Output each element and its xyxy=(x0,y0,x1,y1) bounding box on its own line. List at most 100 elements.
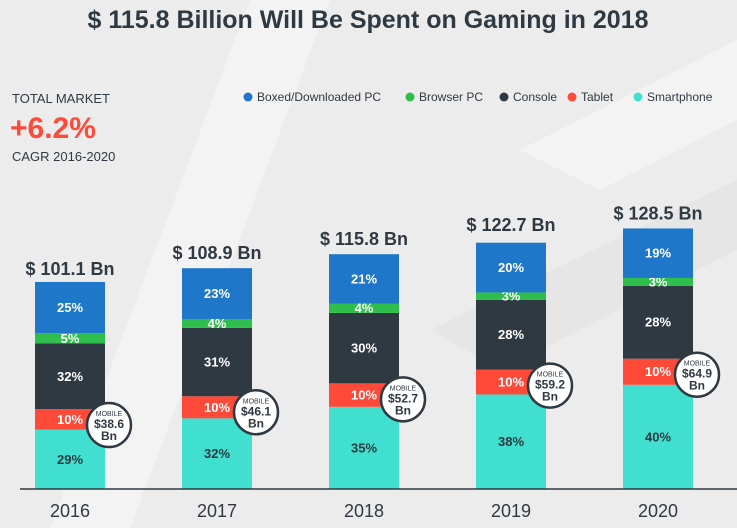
bar-label-tablet-2016: 10% xyxy=(57,412,83,427)
mobile-badge-2017: MOBILE$46.1Bn xyxy=(232,389,280,436)
bar-label-boxed-downloaded-pc-2020: 19% xyxy=(645,246,671,261)
legend-item-browser-pc: Browser PC xyxy=(405,90,483,104)
legend-swatch-console xyxy=(499,92,509,102)
x-tick-2020: 2020 xyxy=(638,501,678,521)
bars: 29%10%32%5%25%$ 101.1 BnMOBILE$38.6Bn32%… xyxy=(25,203,721,489)
mobile-badge-label-2020: MOBILE xyxy=(684,361,711,368)
mobile-badge-value-2018: $52.7 xyxy=(388,391,418,405)
legend-label-smartphone: Smartphone xyxy=(647,90,713,104)
bar-label-browser-pc-2020: 3% xyxy=(649,274,668,289)
mobile-badge-2018: MOBILE$52.7Bn xyxy=(379,376,427,423)
legend-item-tablet: Tablet xyxy=(567,90,614,104)
mobile-badge-unit-2017: Bn xyxy=(248,416,264,430)
mobile-badge-unit-2016: Bn xyxy=(101,429,117,443)
bar-label-smartphone-2018: 35% xyxy=(351,440,377,455)
mobile-badge-value-2017: $46.1 xyxy=(241,404,271,418)
bar-label-smartphone-2017: 32% xyxy=(204,446,230,461)
mobile-badge-2019: MOBILE$59.2Bn xyxy=(526,362,574,409)
bar-segment-browser-pc-2019 xyxy=(476,292,546,300)
bar-label-tablet-2018: 10% xyxy=(351,388,377,403)
cagr-label-bottom: CAGR 2016-2020 xyxy=(12,149,115,164)
bar-segment-console-2020 xyxy=(623,285,693,359)
bar-label-tablet-2019: 10% xyxy=(498,375,524,390)
mobile-badge-value-2020: $64.9 xyxy=(682,367,712,381)
bar-label-boxed-downloaded-pc-2019: 20% xyxy=(498,260,524,275)
bar-2018: 35% 10% 30% 4% 21% $ 115.8 Bn MOBILE$52.7Bn xyxy=(320,229,427,489)
bar-segment-boxed-downloaded-pc-2016 xyxy=(35,281,105,334)
mobile-badge-circle-2017 xyxy=(232,389,280,436)
mobile-badge-unit-2018: Bn xyxy=(395,403,411,417)
chart-title: $ 115.8 Billion Will Be Spent on Gaming … xyxy=(87,6,648,34)
bar-label-tablet-2020: 10% xyxy=(645,364,671,379)
bar-segment-boxed-downloaded-pc-2017 xyxy=(182,268,252,319)
x-tick-2017: 2017 xyxy=(197,501,237,521)
total-label-2017: $ 108.9 Bn xyxy=(172,243,261,263)
total-label-2019: $ 122.7 Bn xyxy=(466,215,555,235)
legend-item-boxed-downloaded-pc: Boxed/Downloaded PC xyxy=(243,90,381,104)
bar-label-console-2018: 30% xyxy=(351,341,377,356)
bar-label-tablet-2017: 10% xyxy=(204,400,230,415)
bar-label-browser-pc-2017: 4% xyxy=(208,316,227,331)
legend-swatch-boxed-downloaded-pc xyxy=(243,92,253,102)
x-tick-2019: 2019 xyxy=(491,501,531,521)
x-tick-2018: 2018 xyxy=(344,501,384,521)
mobile-badge-2020: MOBILE$64.9Bn xyxy=(673,351,721,398)
bar-2017: 32% 10% 31% 4% 23% $ 108.9 Bn MOBILE$46.1Bn xyxy=(172,243,280,489)
bar-segment-smartphone-2017 xyxy=(182,418,252,489)
bar-label-smartphone-2019: 38% xyxy=(498,434,524,449)
legend-label-console: Console xyxy=(513,90,557,104)
mobile-badge-value-2016: $38.6 xyxy=(94,417,124,431)
bar-label-smartphone-2020: 40% xyxy=(645,429,671,444)
mobile-badge-circle-2019 xyxy=(526,362,574,409)
bar-segment-smartphone-2019 xyxy=(476,394,546,489)
bar-segment-boxed-downloaded-pc-2019 xyxy=(476,242,546,293)
legend-item-smartphone: Smartphone xyxy=(633,90,713,104)
mobile-badge-unit-2020: Bn xyxy=(689,379,705,393)
bar-label-console-2017: 31% xyxy=(204,355,230,370)
mobile-badge-value-2019: $59.2 xyxy=(535,378,565,392)
legend-swatch-smartphone xyxy=(633,92,643,102)
legend-label-browser-pc: Browser PC xyxy=(419,90,483,104)
total-label-2018: $ 115.8 Bn xyxy=(320,229,408,249)
cagr-value: +6.2% xyxy=(10,112,96,145)
bar-label-boxed-downloaded-pc-2017: 23% xyxy=(204,286,230,301)
legend-swatch-tablet xyxy=(567,92,577,102)
legend-swatch-browser-pc xyxy=(405,92,415,102)
mobile-badge-label-2016: MOBILE xyxy=(96,411,123,418)
bar-segment-smartphone-2020 xyxy=(623,384,693,489)
legend-label-boxed-downloaded-pc: Boxed/Downloaded PC xyxy=(257,90,381,104)
mobile-badge-label-2018: MOBILE xyxy=(390,385,417,392)
bar-segment-boxed-downloaded-pc-2020 xyxy=(623,228,693,278)
bar-label-browser-pc-2016: 5% xyxy=(61,331,80,346)
total-label-2016: $ 101.1 Bn xyxy=(25,259,114,279)
mobile-badge-label-2019: MOBILE xyxy=(537,372,564,379)
bar-label-boxed-downloaded-pc-2016: 25% xyxy=(57,300,83,315)
x-tick-2016: 2016 xyxy=(50,501,90,521)
bar-segment-boxed-downloaded-pc-2018 xyxy=(329,254,399,304)
mobile-badge-circle-2018 xyxy=(379,376,427,423)
bar-segment-console-2018 xyxy=(329,312,399,384)
bar-label-boxed-downloaded-pc-2018: 21% xyxy=(351,271,377,286)
bar-2020: 40% 10% 28% 3% 19% $ 128.5 Bn MOBILE$64.9Bn xyxy=(613,203,721,489)
legend: Boxed/Downloaded PC Browser PC Console Tabl… xyxy=(243,90,713,104)
bar-label-browser-pc-2018: 4% xyxy=(355,301,374,316)
bar-label-console-2020: 28% xyxy=(645,315,671,330)
legend-label-tablet: Tablet xyxy=(581,90,614,104)
bar-segment-browser-pc-2018 xyxy=(329,303,399,313)
total-label-2020: $ 128.5 Bn xyxy=(613,203,702,223)
bar-segment-browser-pc-2016 xyxy=(35,333,105,344)
legend-item-console: Console xyxy=(499,90,557,104)
mobile-badge-circle-2020 xyxy=(673,351,721,398)
bar-segment-smartphone-2018 xyxy=(329,406,399,489)
x-axis-labels: 2016 2017 2018 2019 2020 xyxy=(50,501,678,521)
bar-segment-browser-pc-2020 xyxy=(623,277,693,286)
cagr-block: TOTAL MARKET +6.2% CAGR 2016-2020 xyxy=(10,91,115,164)
bar-segment-console-2017 xyxy=(182,327,252,397)
mobile-badge-circle-2016 xyxy=(85,401,133,449)
bar-2016: 29% 10% 32% 5% 25% $ 101.1 Bn MOBILE$38.6Bn xyxy=(25,259,133,489)
cagr-label-top: TOTAL MARKET xyxy=(12,91,110,106)
mobile-badge-label-2017: MOBILE xyxy=(243,398,270,405)
